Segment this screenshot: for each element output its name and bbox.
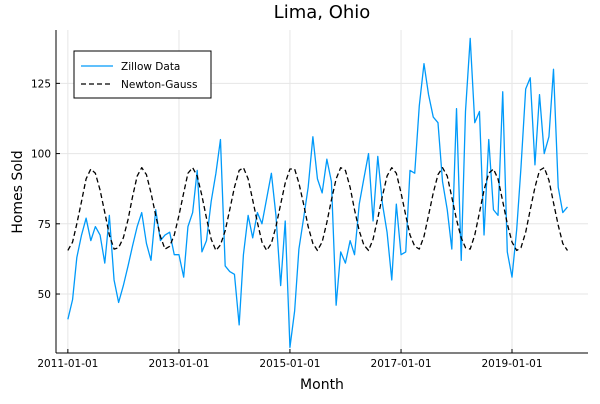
chart-title: Lima, Ohio bbox=[274, 2, 371, 23]
x-ticks: 2011-01-01 2013-01-01 2015-01-01 2017-01-01… bbox=[37, 349, 543, 370]
y-tick-label: 100 bbox=[31, 149, 51, 161]
x-axis-label: Month bbox=[300, 377, 344, 393]
x-tick-label: 2011-01-01 bbox=[37, 358, 98, 370]
y-tick-label: 125 bbox=[31, 78, 51, 90]
y-tick-label: 50 bbox=[38, 289, 51, 301]
y-ticks: 50 75 100 125 bbox=[31, 78, 60, 301]
legend: Zillow Data Newton-Gauss bbox=[73, 50, 212, 99]
series-layer bbox=[67, 37, 569, 349]
legend-label-zillow-data: Zillow Data bbox=[121, 61, 180, 73]
x-tick-label: 2015-01-01 bbox=[259, 358, 320, 370]
legend-label-newton-gauss: Newton-Gauss bbox=[121, 79, 197, 91]
x-tick-label: 2017-01-01 bbox=[371, 358, 432, 370]
x-tick-label: 2019-01-01 bbox=[481, 358, 542, 370]
x-tick-label: 2013-01-01 bbox=[148, 358, 209, 370]
series-line-zillow-data bbox=[67, 37, 568, 349]
legend-box bbox=[73, 50, 212, 99]
series-line-newton-gauss bbox=[67, 166, 569, 252]
y-tick-label: 75 bbox=[38, 219, 51, 231]
y-axis-label: Homes Sold bbox=[10, 150, 26, 233]
